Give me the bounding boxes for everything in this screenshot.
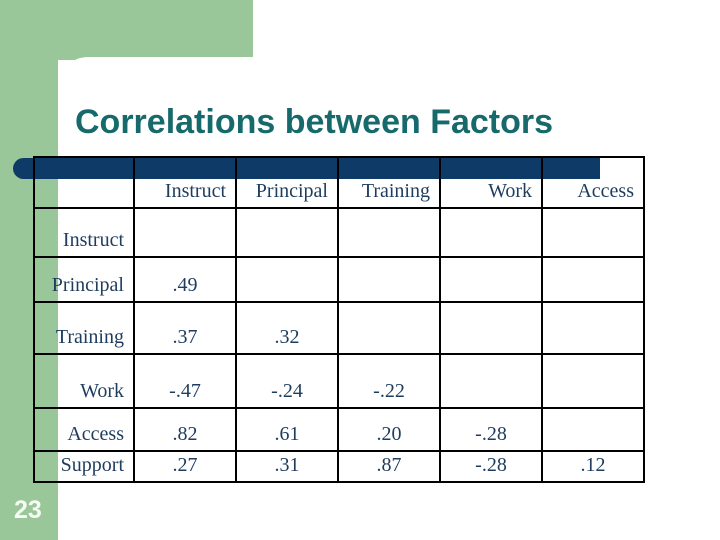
cell-value: .87: [337, 450, 441, 483]
table-row: Training .37.32: [33, 301, 645, 355]
correlation-table: Instruct Principal Training Work Access Inst…: [33, 156, 645, 483]
cell-value: [337, 207, 441, 258]
cell-value: .82: [133, 407, 237, 452]
slide-title: Correlations between Factors: [75, 103, 554, 141]
cell-value: [541, 353, 645, 409]
column-header: Access: [541, 156, 645, 209]
cell-value: [337, 301, 441, 355]
cell-value: .31: [235, 450, 339, 483]
cell-value: .12: [541, 450, 645, 483]
row-label: Principal: [33, 256, 135, 303]
page-number: 23: [14, 496, 42, 524]
cell-value: -.24: [235, 353, 339, 409]
cell-value: [439, 353, 543, 409]
cell-value: .49: [133, 256, 237, 303]
cell-value: .32: [235, 301, 339, 355]
cell-value: -.22: [337, 353, 441, 409]
column-header: Training: [337, 156, 441, 209]
table-row: Instruct: [33, 207, 645, 258]
header-corner-cell: [33, 156, 135, 209]
header-row: Instruct Principal Training Work Access: [33, 156, 645, 209]
cell-value: .27: [133, 450, 237, 483]
cell-value: [541, 207, 645, 258]
cell-value: [541, 407, 645, 452]
table-row: Work -.47 -.24 -.22: [33, 353, 645, 409]
row-label: Access: [33, 407, 135, 452]
row-label: Instruct: [33, 207, 135, 258]
cell-value: -.47: [133, 353, 237, 409]
column-header: Principal: [235, 156, 339, 209]
cell-value: .20: [337, 407, 441, 452]
table-header: Instruct Principal Training Work Access: [33, 156, 645, 209]
table-row: Support .27.31.87 -.28.12: [33, 450, 645, 483]
column-header: Instruct: [133, 156, 237, 209]
row-label: Support: [33, 450, 135, 483]
column-header: Work: [439, 156, 543, 209]
cell-value: [337, 256, 441, 303]
row-label: Training: [33, 301, 135, 355]
table-row: Principal .49: [33, 256, 645, 303]
cell-value: [439, 256, 543, 303]
cell-value: -.28: [439, 450, 543, 483]
cell-value: .37: [133, 301, 237, 355]
table-body: Instruct Principal .49 Training .37.32 Work -.…: [33, 207, 645, 483]
row-label: Work: [33, 353, 135, 409]
cell-value: .61: [235, 407, 339, 452]
cell-value: [541, 256, 645, 303]
cell-value: [235, 207, 339, 258]
cell-value: [235, 256, 339, 303]
table-row: Access .82.61.20 -.28: [33, 407, 645, 452]
cell-value: [439, 207, 543, 258]
cell-value: [541, 301, 645, 355]
cell-value: -.28: [439, 407, 543, 452]
cell-value: [439, 301, 543, 355]
cell-value: [133, 207, 237, 258]
